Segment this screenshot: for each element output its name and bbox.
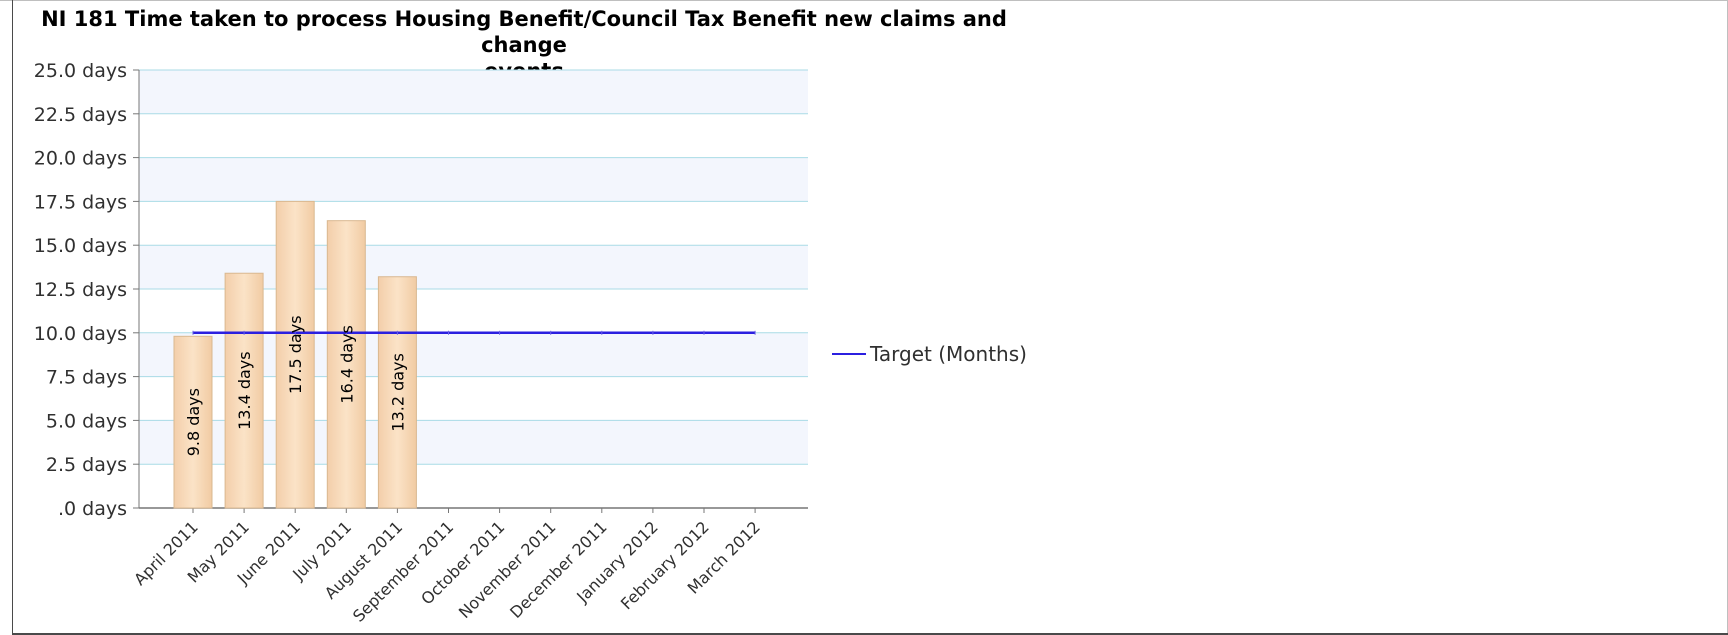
y-tick-label: 22.5 days bbox=[34, 104, 127, 126]
bar-data-label: 16.4 days bbox=[337, 325, 356, 403]
bar bbox=[377, 276, 417, 509]
bar bbox=[173, 335, 213, 509]
grid-band bbox=[139, 70, 808, 114]
y-tick-label: 5.0 days bbox=[46, 410, 127, 432]
grid-band bbox=[139, 157, 808, 202]
frame-bottom-border bbox=[12, 633, 1728, 635]
bar bbox=[326, 220, 366, 509]
y-tick-label: 10.0 days bbox=[34, 323, 127, 345]
y-tick-label: .0 days bbox=[58, 498, 127, 520]
bars bbox=[173, 200, 417, 509]
bar-data-label: 9.8 days bbox=[184, 388, 203, 456]
bar-data-label: 17.5 days bbox=[286, 315, 305, 393]
x-tick-label: February 2012 bbox=[617, 517, 713, 613]
y-tick-label: 12.5 days bbox=[34, 279, 127, 301]
legend: Target (Months) bbox=[832, 342, 1027, 366]
bar bbox=[224, 272, 264, 509]
data-labels: 9.8 days 13.4 days 17.5 days 16.4 days 13.2 … bbox=[184, 315, 407, 456]
y-tick-label: 17.5 days bbox=[34, 191, 127, 213]
y-tick-label: 15.0 days bbox=[34, 235, 127, 257]
target-line-series bbox=[192, 330, 756, 335]
bar-data-label: 13.4 days bbox=[235, 351, 254, 429]
legend-label: Target (Months) bbox=[869, 342, 1027, 366]
y-tick-label: 20.0 days bbox=[34, 148, 127, 170]
y-tick-label: 2.5 days bbox=[46, 454, 127, 476]
bar-data-label: 13.2 days bbox=[388, 353, 407, 431]
bar bbox=[275, 200, 315, 509]
y-tick-label: 7.5 days bbox=[46, 367, 127, 389]
y-tick-label: 25.0 days bbox=[34, 60, 127, 82]
frame-left-border bbox=[12, 0, 13, 635]
chart-title-line-1: NI 181 Time taken to process Housing Ben… bbox=[41, 7, 1007, 57]
